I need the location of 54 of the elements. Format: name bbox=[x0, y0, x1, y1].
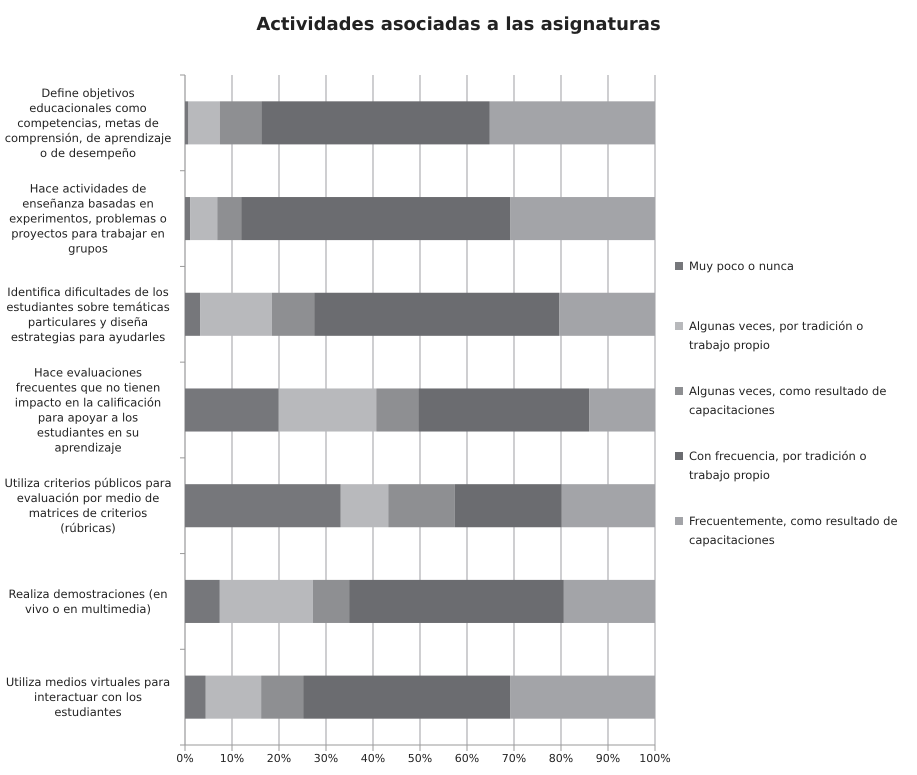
bar bbox=[185, 197, 190, 240]
bar bbox=[388, 484, 455, 528]
bar bbox=[303, 676, 510, 719]
x-tick-label: 0% bbox=[176, 752, 194, 765]
bar bbox=[350, 580, 564, 623]
y-tick-label: Hace actividades de enseñanza basadas en experimentos, problemas o proyectos para trabajar en grupos bbox=[9, 182, 167, 256]
legend-label: Con frecuencia, por tradición o trabajo propio bbox=[689, 449, 866, 482]
bar bbox=[262, 101, 490, 144]
y-tick-label: Define objetivos educacionales como competencias, metas de comprensión, de aprendizaje o de desempeño bbox=[4, 86, 172, 160]
x-tick-label: 90% bbox=[596, 752, 620, 765]
bar bbox=[312, 580, 350, 623]
x-tick-label: 40% bbox=[360, 752, 386, 765]
bar bbox=[561, 484, 655, 528]
x-tick-label: 50% bbox=[408, 752, 432, 765]
bar bbox=[185, 388, 279, 432]
bar bbox=[559, 292, 655, 336]
bar bbox=[261, 676, 304, 719]
legend-label: Frecuentemente, como resultado de capacitaciones bbox=[689, 514, 898, 547]
y-tick-label: Realiza demostraciones (en vivo o en multimedia) bbox=[8, 586, 168, 616]
legend-label: Algunas veces, por tradición o trabajo propio bbox=[689, 319, 864, 352]
y-tick-label: Hace evaluaciones frecuentes que no tienen impacto en la calificación para apoyar a los estudiantes en su aprendizaje bbox=[14, 366, 162, 454]
bar bbox=[510, 676, 655, 719]
bar bbox=[185, 676, 206, 719]
bar bbox=[418, 388, 590, 432]
bar bbox=[314, 292, 560, 336]
bar bbox=[564, 580, 655, 623]
legend-label: Muy poco o nunca bbox=[689, 259, 794, 273]
bar bbox=[490, 101, 655, 144]
bar bbox=[220, 101, 262, 144]
bar bbox=[376, 388, 419, 432]
x-tick-label: 30% bbox=[314, 752, 338, 765]
y-tick-label: Utiliza criterios públicos para evaluación por medio de matrices de criterios (rúbricas) bbox=[4, 476, 172, 536]
bar bbox=[272, 292, 314, 336]
x-tick-label: 60% bbox=[454, 752, 480, 765]
x-tick-label: 70% bbox=[502, 752, 526, 765]
bar bbox=[217, 197, 242, 240]
x-tick-label: 20% bbox=[266, 752, 292, 765]
bar bbox=[510, 197, 655, 240]
bar bbox=[185, 484, 341, 528]
chart-title: Actividades asociadas a las asignaturas bbox=[256, 14, 661, 35]
y-tick-label: Identifica dificultades de los estudiantes sobre temáticas particulares y diseña estrategias para ayudarles bbox=[6, 284, 170, 344]
bar bbox=[190, 197, 218, 240]
bar bbox=[185, 292, 200, 336]
x-tick-label: 80% bbox=[548, 752, 574, 765]
bar bbox=[454, 484, 562, 528]
legend-label: Algunas veces, como resultado de capacitaciones bbox=[689, 384, 886, 417]
bar bbox=[185, 101, 188, 144]
x-tick-label: 100% bbox=[639, 752, 671, 765]
y-tick-label: Utiliza medios virtuales para interactuar con los estudiantes bbox=[6, 675, 170, 720]
bar bbox=[589, 388, 655, 432]
bar bbox=[241, 197, 510, 240]
x-tick-label: 10% bbox=[220, 752, 244, 765]
bar bbox=[185, 580, 220, 623]
bar bbox=[188, 101, 220, 144]
